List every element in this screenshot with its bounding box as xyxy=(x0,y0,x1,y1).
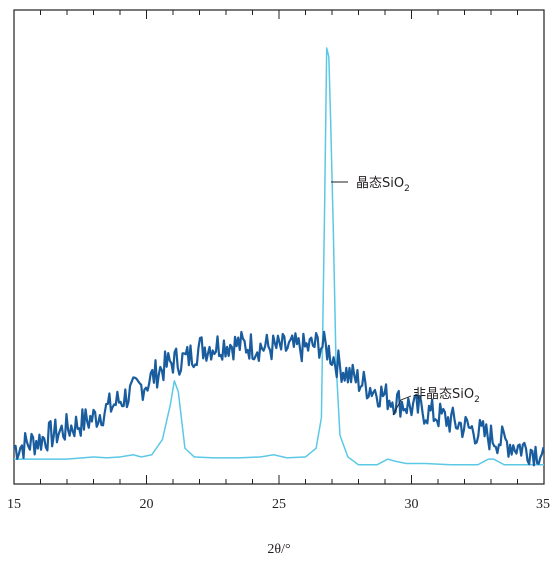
series-layer xyxy=(13,47,545,467)
x-tick-label-35: 35 xyxy=(536,497,550,512)
x-tick-labels: 15 20 25 30 35 xyxy=(7,497,550,512)
series-line-amorphous xyxy=(13,330,545,467)
series-line-crystalline xyxy=(13,47,545,466)
x-tick-label-25: 25 xyxy=(272,497,286,512)
annotation-crystalline: 晶态SiO2 xyxy=(331,176,410,194)
annotation-amorphous-leader xyxy=(392,395,412,416)
annotation-amorphous: 非晶态SiO2 xyxy=(392,387,480,416)
annotation-amorphous-label: 非晶态SiO2 xyxy=(413,387,480,405)
annotation-crystalline-label: 晶态SiO2 xyxy=(356,176,410,194)
x-tick-label-15: 15 xyxy=(7,497,21,512)
x-axis-label: 2θ/° xyxy=(267,542,290,557)
annotation-amorphous-sub: 2 xyxy=(474,395,480,405)
x-tick-label-30: 30 xyxy=(405,497,419,512)
annotation-crystalline-sub: 2 xyxy=(404,184,410,194)
x-tick-label-20: 20 xyxy=(140,497,154,512)
x-ticks xyxy=(13,10,545,484)
